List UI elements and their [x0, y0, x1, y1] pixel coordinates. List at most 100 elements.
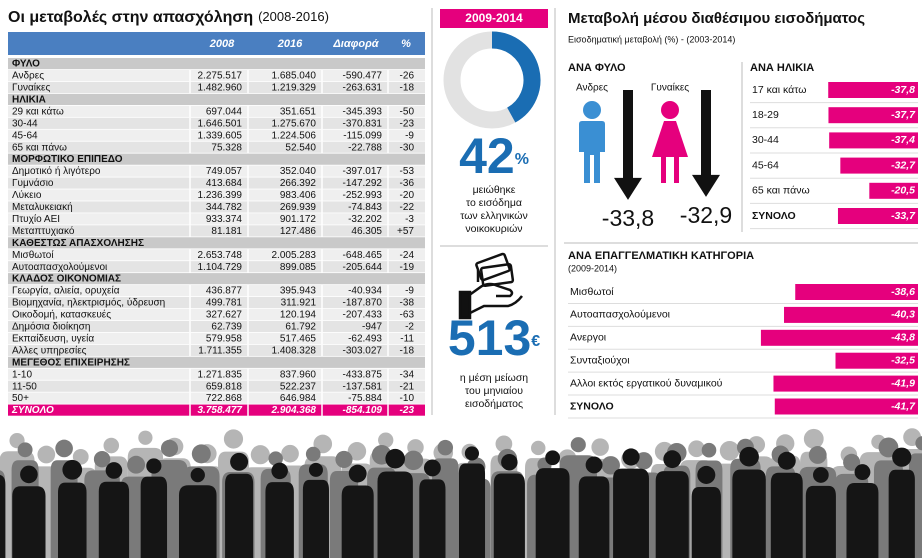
person-head: [55, 439, 73, 458]
person-body: [535, 468, 570, 558]
table-row: [8, 249, 425, 261]
table-cell: 11-50: [12, 381, 37, 392]
table-cell: 75.328: [211, 142, 242, 153]
table-row: [8, 69, 425, 82]
table-cell: 50+: [12, 393, 29, 404]
table-cell: 522.237: [280, 381, 317, 392]
person-head: [719, 441, 740, 461]
table-cell: 1.275.670: [272, 118, 317, 129]
table-cell: Βιομηχανία, ηλεκτρισμός, ύδρευση: [12, 297, 165, 309]
person-head: [103, 437, 120, 454]
table-cell: 901.172: [280, 214, 317, 225]
table-cell: 413.684: [206, 178, 243, 189]
person-head: [808, 446, 827, 464]
table-row: [8, 308, 425, 321]
category-label: Ανδρες: [576, 83, 608, 94]
value-label: -40,3: [891, 309, 915, 321]
table-cell: 1.104.729: [198, 262, 243, 273]
value-label: -38,6: [891, 286, 915, 298]
person-head: [495, 435, 513, 453]
person-head: [464, 446, 479, 461]
table-row: [8, 225, 425, 237]
person-head: [843, 453, 861, 471]
table-cell: -23: [400, 118, 415, 129]
person-body: [578, 476, 610, 558]
person-body: [98, 481, 130, 558]
person-head: [403, 450, 424, 471]
person-body: [225, 473, 254, 558]
section-row: [8, 273, 425, 285]
table-cell: Πτυχίο ΑΕΙ: [12, 213, 60, 225]
bar: [869, 182, 918, 199]
section-name: ΚΑΘΕΣΤΩΣ ΑΠΑΣΧΟΛΗΣΗΣ: [12, 238, 144, 249]
table-cell: -187.870: [343, 298, 383, 309]
stat-caption: του μηνιαίου: [465, 385, 523, 397]
person-body: [805, 485, 836, 558]
person-head: [308, 462, 323, 477]
panel-subtitle: (2009-2014): [568, 263, 617, 273]
table-row: [8, 177, 425, 189]
table-cell: 1.224.506: [272, 130, 317, 141]
donut-caption: μειώθηκε: [473, 184, 516, 196]
person-body: [732, 469, 766, 558]
person-head: [348, 464, 367, 483]
income-subtitle: Εισοδηματική μεταβολή (%) - (2003-2014): [568, 34, 735, 44]
table-cell: 722.868: [206, 393, 243, 404]
person-head: [20, 465, 38, 484]
table-cell: 837.960: [280, 369, 317, 380]
arrow: [614, 90, 642, 200]
stat-number: 513€: [448, 310, 540, 366]
stat-caption: η μέση μείωση: [460, 372, 528, 384]
person-body: [0, 474, 6, 558]
table-cell: Αλλες υπηρεσίες: [12, 344, 87, 356]
table-row: [8, 105, 425, 117]
table-cell: -303.027: [343, 345, 383, 356]
table-cell: -205.644: [343, 262, 383, 273]
person-head: [223, 429, 244, 449]
table-cell: -24: [400, 250, 415, 261]
table-heading: Οι μεταβολές στην απασχόληση (2008-2016): [8, 9, 329, 26]
table-cell: -50: [400, 106, 415, 117]
table-cell: Ανδρες: [12, 71, 44, 82]
person-body: [341, 485, 374, 558]
person-head: [854, 464, 871, 481]
table-cell: 127.486: [280, 226, 317, 237]
table-cell: 1.219.329: [272, 83, 317, 94]
table-cell: -3: [405, 214, 414, 225]
table-cell: Δημοτικό ή λιγότερο: [12, 165, 101, 177]
table-cell: -22: [400, 202, 415, 213]
category-label: Συνταξιούχοι: [570, 354, 630, 366]
table-cell: 46.305: [351, 226, 382, 237]
value-label: -41,7: [891, 400, 916, 412]
table-subtitle: (2008-2016): [258, 9, 329, 24]
table-cell: 579.958: [206, 333, 243, 344]
person-head: [697, 465, 716, 484]
person-body: [613, 468, 649, 558]
table-cell: 81.181: [211, 226, 242, 237]
value-label: -41,9: [891, 377, 915, 389]
person-body: [140, 476, 168, 558]
table-cell: 1.685.040: [272, 71, 317, 82]
person-head: [501, 453, 518, 471]
table-cell: -32.202: [348, 214, 382, 225]
table-cell: -433.875: [343, 369, 383, 380]
donut-unit: %: [515, 151, 529, 168]
table-row: [8, 141, 425, 153]
table-cell: 2.005.283: [272, 250, 317, 261]
table-cell: 52.540: [285, 142, 316, 153]
table-cell: 499.781: [206, 298, 243, 309]
table-row: [8, 344, 425, 356]
table-cell: 2.653.748: [198, 250, 243, 261]
value-label: -32,9: [680, 202, 732, 228]
column-header: 2008: [209, 38, 235, 50]
table-cell: -147.292: [343, 178, 383, 189]
bar: [840, 157, 918, 174]
person-head: [915, 436, 922, 451]
value-label: -33,8: [602, 205, 654, 231]
table-cell: 1.646.501: [198, 118, 243, 129]
table-row: [8, 285, 425, 297]
section-name: ΗΛΙΚΙΑ: [12, 94, 46, 105]
person-head: [585, 456, 603, 474]
table-row: [8, 261, 425, 273]
